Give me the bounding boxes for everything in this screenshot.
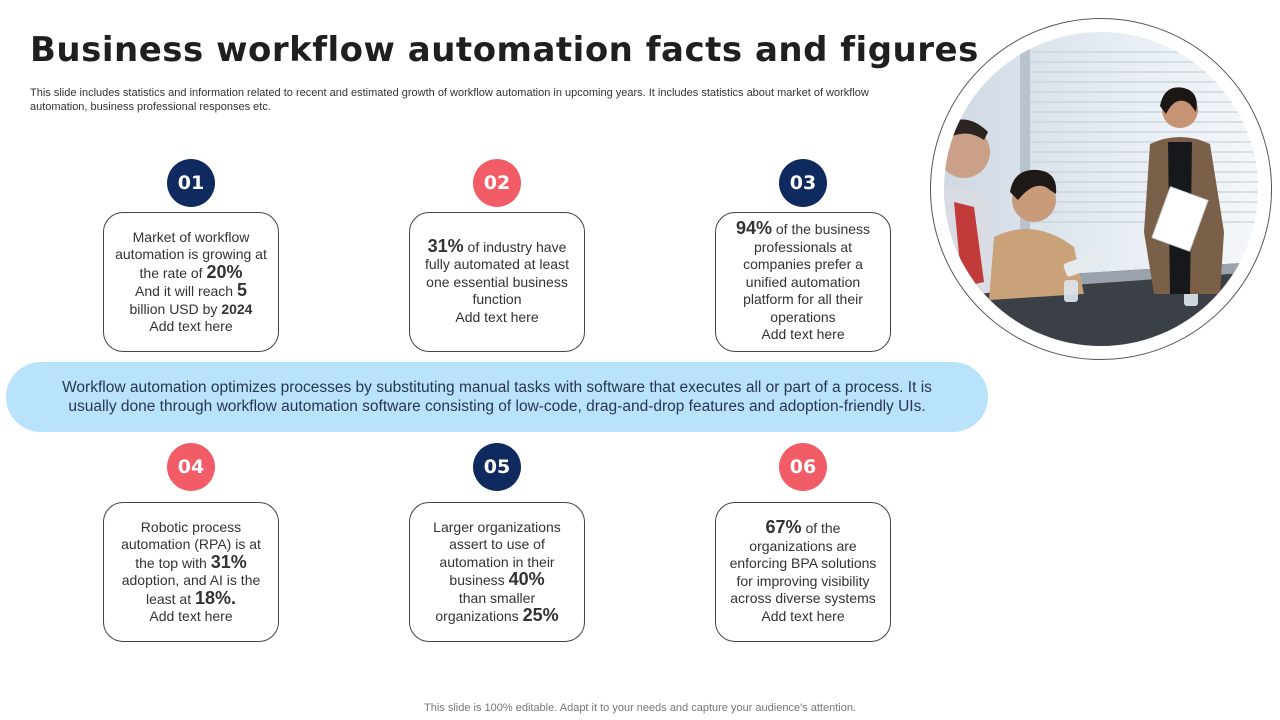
placeholder-text: Add text here: [455, 308, 539, 325]
fact-text-part: billion USD by: [129, 300, 218, 317]
badge-05: 05: [473, 443, 521, 491]
fact-highlight: 5: [236, 280, 247, 300]
badge-03: 03: [779, 159, 827, 207]
fact-text-part: Larger organizations assert to use of au…: [433, 518, 561, 589]
fact-highlight: 18%.: [195, 587, 237, 608]
badge-02: 02: [473, 159, 521, 207]
footer-note: This slide is 100% editable. Adapt it to…: [424, 702, 856, 714]
fact-text-part: of the business professionals at compani…: [743, 221, 871, 325]
placeholder-text: Add text here: [761, 607, 845, 624]
badge-06: 06: [779, 443, 827, 491]
fact-card-02: 31% of industry have fully automated at …: [409, 212, 585, 352]
banner-text: Workflow automation optimizes processes …: [62, 379, 932, 415]
fact-text-part: adoption, and AI is the least at: [121, 572, 261, 607]
fact-text: Market of workflow automation is growing…: [114, 229, 268, 319]
fact-highlight: 40%: [508, 569, 545, 589]
fact-text-part: of the organizations are enforcing BPA s…: [729, 520, 877, 606]
fact-text: 94% of the business professionals at com…: [726, 218, 880, 326]
info-banner: Workflow automation optimizes processes …: [6, 362, 988, 432]
fact-highlight: 25%: [522, 605, 559, 625]
fact-card-01: Market of workflow automation is growing…: [103, 212, 279, 352]
fact-card-03: 94% of the business professionals at com…: [715, 212, 891, 352]
fact-highlight: 31%: [210, 551, 247, 572]
fact-card-06: 67% of the organizations are enforcing B…: [715, 502, 891, 642]
fact-highlight: 2024: [221, 300, 253, 317]
fact-highlight: 94%: [735, 218, 772, 239]
placeholder-text: Add text here: [149, 318, 233, 334]
fact-text: 67% of the organizations are enforcing B…: [726, 517, 880, 608]
fact-text-part: And it will reach: [135, 283, 234, 299]
fact-text-part: of industry have fully automated at leas…: [425, 238, 569, 308]
fact-highlight: 67%: [765, 517, 802, 537]
badge-04: 04: [167, 443, 215, 491]
fact-text: 31% of industry have fully automated at …: [420, 235, 574, 309]
fact-text-part: Market of workflow automation is growing…: [115, 228, 267, 281]
slide-subtitle: This slide includes statistics and infor…: [30, 87, 869, 113]
placeholder-text: Add text here: [761, 326, 845, 343]
placeholder-text: Add text here: [149, 608, 233, 624]
fact-text: Larger organizations assert to use of au…: [420, 519, 574, 626]
fact-text: Robotic process automation (RPA) is at t…: [114, 519, 268, 609]
fact-highlight: 31%: [427, 235, 464, 256]
meeting-illustration: [944, 32, 1258, 346]
fact-card-04: Robotic process automation (RPA) is at t…: [103, 502, 279, 642]
badge-01: 01: [167, 159, 215, 207]
fact-card-05: Larger organizations assert to use of au…: [409, 502, 585, 642]
slide-title: Business workflow automation facts and f…: [30, 30, 979, 70]
fact-text-part: Robotic process automation (RPA) is at t…: [121, 518, 261, 571]
business-meeting-photo: [944, 32, 1258, 346]
fact-highlight: 20%: [206, 261, 243, 282]
fact-text-part: than smaller organizations: [435, 589, 536, 625]
